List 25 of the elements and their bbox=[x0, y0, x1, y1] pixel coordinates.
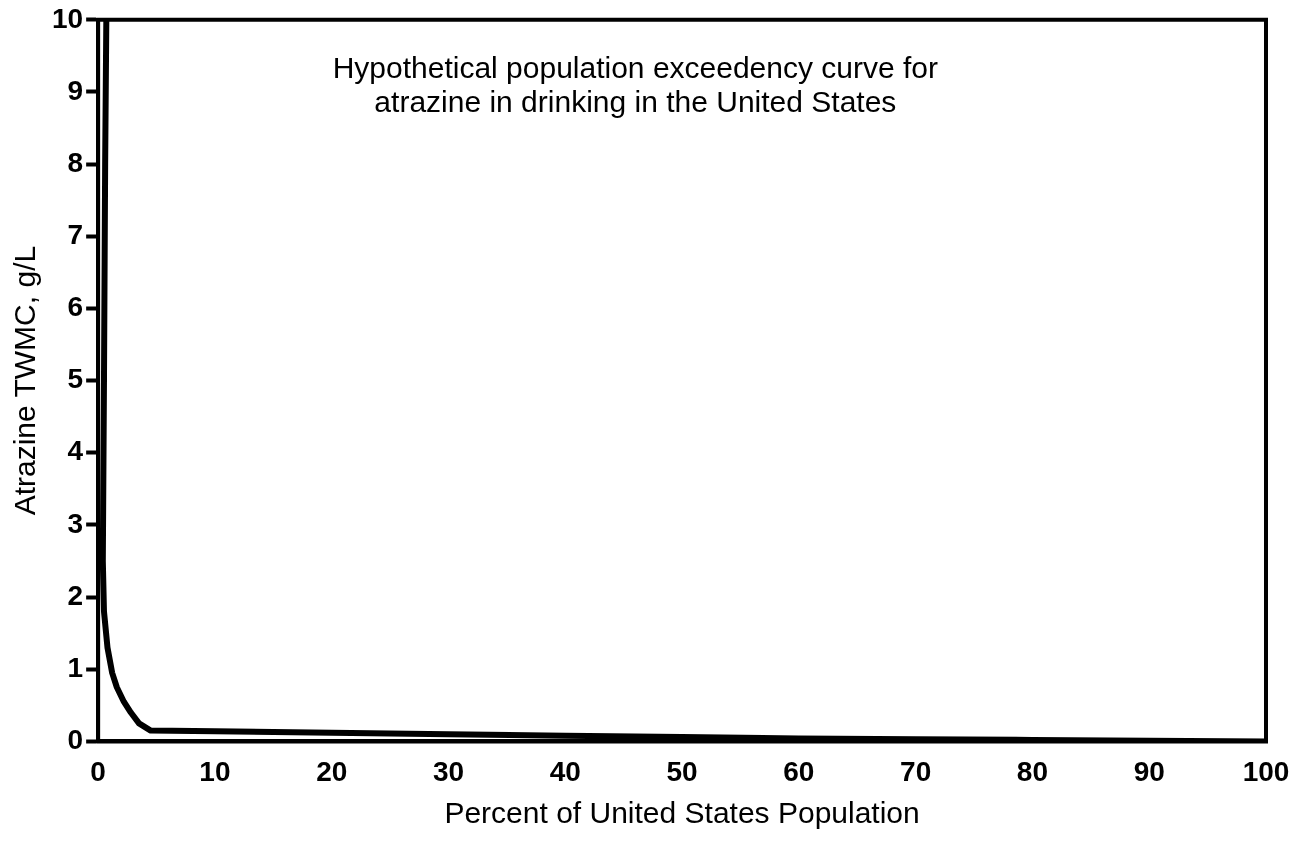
y-tick-label: 7 bbox=[67, 219, 84, 250]
y-tick-label: 10 bbox=[51, 2, 84, 34]
y-tick-label: 6 bbox=[67, 291, 84, 323]
x-tick-label: 30 bbox=[432, 755, 465, 787]
x-tick-label: 50 bbox=[666, 755, 698, 787]
x-tick-label: 40 bbox=[549, 755, 581, 787]
x-tick-label: 70 bbox=[900, 755, 932, 787]
y-tick-label: 9 bbox=[67, 74, 84, 106]
x-tick-label: 60 bbox=[783, 755, 815, 787]
y-tick-label: 2 bbox=[67, 579, 84, 611]
y-tick-label: 0 bbox=[67, 724, 84, 756]
y-tick-label: 1 bbox=[67, 651, 84, 683]
x-axis-title: Percent of United States Population bbox=[444, 796, 920, 830]
x-tick-label: 90 bbox=[1133, 755, 1165, 787]
y-tick-label: 5 bbox=[67, 363, 84, 395]
x-tick-label: 0 bbox=[90, 755, 106, 787]
text: Hypothetical population exceedency curve for atrazine in drinking in the United States bbox=[332, 51, 939, 119]
y-axis-title: Atrazine TWMC, g/L bbox=[8, 245, 42, 516]
y-tick-label: 3 bbox=[67, 507, 84, 539]
y-tick-label: 8 bbox=[67, 146, 84, 178]
y-tick-label: 4 bbox=[67, 435, 84, 467]
x-tick-label: 10 bbox=[199, 755, 231, 787]
x-tick-label: 80 bbox=[1016, 755, 1049, 787]
x-tick-label: 20 bbox=[316, 755, 348, 787]
x-tick-label: 100 bbox=[1242, 755, 1290, 787]
